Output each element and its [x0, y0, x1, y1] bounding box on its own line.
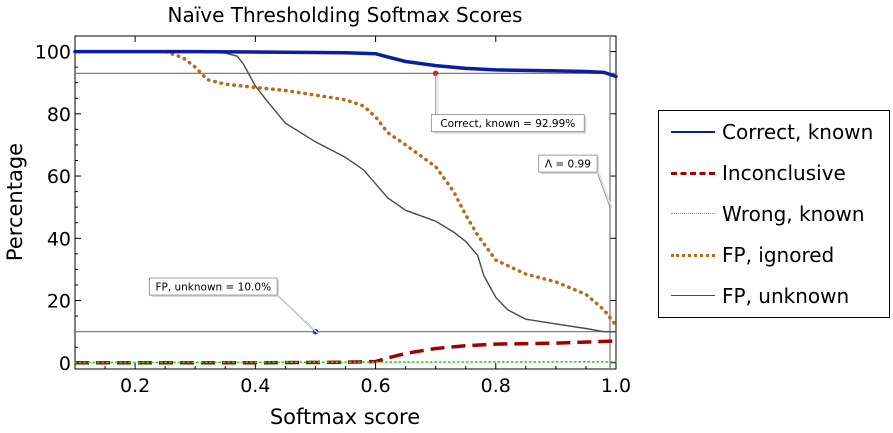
- legend-item-correct-known: Correct, known: [659, 117, 889, 147]
- legend-swatch-solid: [671, 131, 715, 133]
- x-tick-label: 0.2: [120, 375, 150, 397]
- series-line-fp-ignored: [73, 49, 618, 328]
- legend-label: Inconclusive: [722, 161, 846, 185]
- y-tick-label: 60: [47, 166, 71, 188]
- y-tick-label: 20: [47, 291, 71, 313]
- plot-frame: [74, 35, 617, 370]
- annotation-leader-shadow: [278, 295, 318, 334]
- annotation-box: [149, 277, 278, 296]
- y-tick-label: 100: [35, 42, 71, 64]
- x-axis: 0.2 0.4 0.6 0.8 1.0: [104, 36, 631, 397]
- series-line-fp-unknown: [74, 50, 617, 333]
- series-line-correct-known: [73, 49, 618, 79]
- legend-item-fp-unknown: FP, unknown: [659, 281, 889, 311]
- legend-label: FP, ignored: [722, 243, 835, 267]
- annotations-group: Correct, known = 92.99% Λ = 0.99 FP, unkno…: [149, 73, 613, 334]
- y-tick-label: 80: [47, 104, 71, 126]
- series-group: [73, 49, 618, 365]
- legend-swatch-dotted-thick: [671, 254, 715, 257]
- series-line-inconclusive: [75, 339, 617, 365]
- legend-label: FP, unknown: [722, 284, 850, 308]
- annotation-leader: [276, 294, 316, 333]
- annotation-text: FP, unknown = 10.0%: [155, 282, 271, 294]
- x-axis-label: Softmax score: [270, 405, 420, 429]
- chart-title: Naïve Thresholding Softmax Scores: [168, 3, 523, 27]
- markers-group: [312, 70, 439, 335]
- annotation-leader-shadow: [598, 172, 613, 209]
- legend-item-inconclusive: Inconclusive: [659, 158, 889, 188]
- legend-swatch-solid-thin: [671, 295, 715, 296]
- legend-label: Correct, known: [722, 120, 874, 144]
- series-line-wrong-known: [74, 361, 617, 364]
- legend-item-fp-ignored: FP, ignored: [659, 240, 889, 270]
- legend-swatch-dotted: [671, 213, 715, 214]
- annotation-leader: [596, 171, 611, 208]
- legend-item-wrong-known: Wrong, known: [659, 199, 889, 229]
- legend: Correct, known Inconclusive Wrong, known…: [658, 110, 890, 318]
- x-tick-label: 1.0: [601, 375, 631, 397]
- y-axis-label: Percentage: [3, 143, 27, 261]
- reference-lines: [75, 36, 616, 369]
- annotation-text: Correct, known = 92.99%: [440, 118, 575, 130]
- annotation-text: Λ = 0.99: [545, 159, 591, 171]
- y-axis: 0 20 40 60 80 100: [35, 42, 616, 375]
- x-tick-label: 0.8: [481, 375, 511, 397]
- y-tick-label: 40: [47, 228, 71, 250]
- x-tick-label: 0.4: [240, 375, 270, 397]
- annotation-box: [538, 154, 598, 173]
- x-tick-label: 0.6: [360, 375, 390, 397]
- y-tick-label: 0: [59, 353, 71, 375]
- annotation-box: [430, 114, 585, 133]
- legend-label: Wrong, known: [722, 202, 865, 226]
- legend-swatch-dashed: [671, 172, 715, 175]
